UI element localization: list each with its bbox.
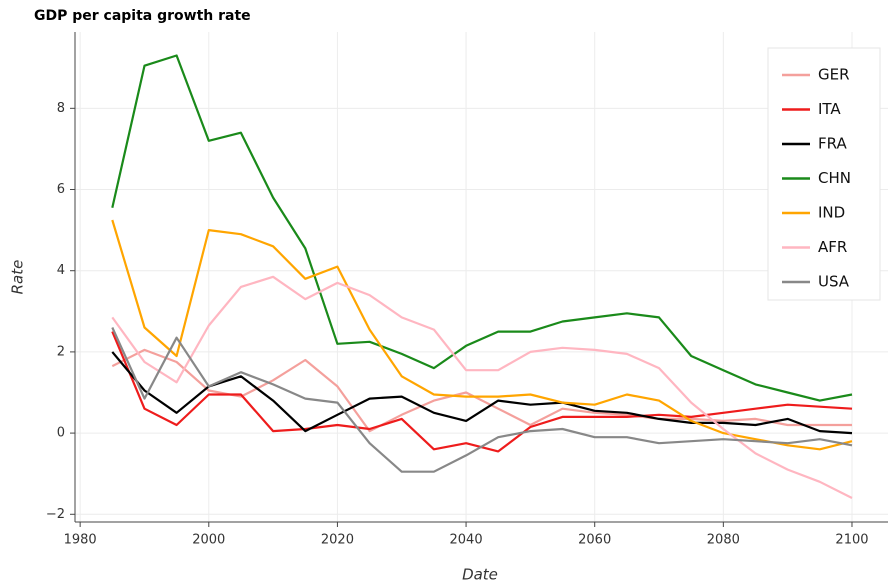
y-tick-label: 4 [57, 263, 65, 278]
legend-label: AFR [818, 238, 847, 256]
x-tick-label: 2020 [321, 533, 354, 548]
series-line [111, 327, 853, 473]
x-tick-label: 2060 [578, 533, 611, 548]
y-tick-label: 0 [57, 426, 65, 441]
series-line [111, 348, 852, 433]
legend-label: USA [818, 273, 850, 291]
y-axis-label: Rate [9, 260, 27, 295]
chart-title: GDP per capita growth rate [34, 8, 251, 24]
y-tick-label: −2 [46, 507, 65, 522]
legend-label: CHN [818, 169, 851, 187]
y-tick-label: 2 [57, 344, 65, 359]
legend-box [767, 47, 881, 301]
series-line [111, 219, 853, 451]
x-tick-label: 1980 [64, 533, 97, 548]
x-tick-label: 2080 [707, 533, 740, 548]
legend-label: IND [818, 204, 845, 222]
legend-label: FRA [818, 135, 847, 153]
series-line [111, 54, 853, 402]
legend-label: GER [818, 66, 850, 84]
x-axis-label: Date [462, 566, 498, 584]
x-tick-label: 2040 [450, 533, 483, 548]
x-tick-label: 2100 [835, 533, 868, 548]
x-tick-label: 2000 [192, 533, 225, 548]
y-tick-label: 8 [57, 101, 65, 116]
series-line [111, 351, 853, 435]
legend-label: ITA [818, 100, 841, 118]
series-line [111, 275, 853, 499]
y-tick-label: 6 [57, 182, 65, 197]
